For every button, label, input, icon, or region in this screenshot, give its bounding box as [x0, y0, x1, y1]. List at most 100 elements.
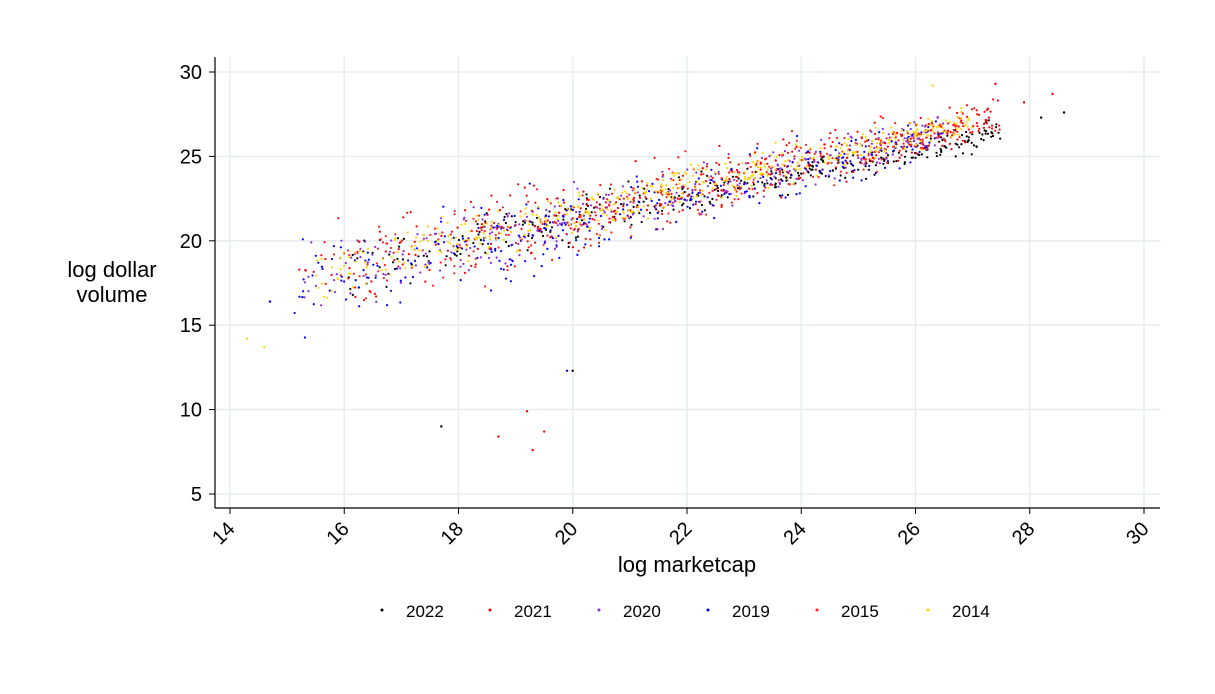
data-point [437, 242, 440, 245]
data-point [598, 236, 601, 240]
data-point [716, 194, 720, 197]
data-point [761, 152, 764, 155]
data-point [800, 172, 803, 175]
data-point [699, 189, 702, 192]
data-point [913, 121, 916, 124]
data-point [641, 187, 644, 190]
data-point [936, 116, 939, 119]
data-point [763, 158, 767, 161]
data-point [467, 269, 470, 272]
data-point [955, 127, 958, 130]
data-point [856, 154, 859, 157]
data-point [690, 198, 693, 201]
data-point [674, 199, 677, 202]
data-point [545, 221, 548, 224]
data-point [354, 260, 357, 263]
data-point [694, 200, 698, 203]
data-point [885, 152, 888, 155]
data-point [399, 281, 402, 284]
data-point [788, 169, 791, 172]
data-point [459, 265, 462, 268]
data-point [823, 143, 826, 146]
data-point [763, 182, 766, 185]
gridlines [215, 57, 1160, 508]
data-point [394, 233, 397, 236]
data-point [330, 257, 333, 261]
data-point [770, 178, 773, 181]
data-point [362, 269, 365, 272]
data-point [880, 156, 883, 159]
data-point [852, 154, 855, 157]
data-point [965, 104, 969, 107]
data-point [759, 176, 762, 180]
data-point [839, 174, 842, 177]
legend-item-2015: 2015 [815, 602, 879, 621]
data-point [411, 265, 414, 268]
data-point [744, 190, 747, 193]
data-point [799, 176, 802, 179]
data-point [549, 202, 552, 205]
data-point [673, 174, 676, 177]
data-point [691, 196, 695, 199]
data-point [836, 157, 840, 160]
data-point [555, 236, 558, 239]
data-point [795, 193, 798, 196]
data-point [650, 199, 653, 202]
data-point [952, 131, 955, 134]
data-point [674, 172, 677, 175]
data-point [864, 140, 867, 143]
data-point [543, 223, 546, 226]
data-point [939, 153, 942, 156]
data-point [940, 124, 944, 127]
data-point [413, 248, 416, 251]
data-point [385, 285, 388, 288]
data-point [868, 151, 871, 154]
data-point [967, 128, 970, 131]
data-point [956, 138, 959, 141]
data-point [479, 242, 482, 245]
data-point [834, 148, 837, 152]
data-point [566, 207, 569, 210]
data-point [781, 194, 784, 197]
data-point [372, 263, 375, 266]
data-point [507, 233, 510, 237]
data-point [925, 146, 928, 149]
data-point [842, 156, 845, 159]
data-point [738, 182, 741, 185]
data-point [482, 224, 485, 227]
data-point [731, 204, 734, 207]
data-point [824, 174, 827, 178]
data-point [826, 162, 829, 165]
data-point [814, 168, 818, 171]
data-point [882, 132, 885, 135]
data-point [603, 211, 607, 214]
data-point [311, 274, 314, 277]
data-point [845, 171, 848, 174]
data-point [736, 187, 740, 190]
data-point [337, 217, 340, 220]
data-point [797, 174, 801, 177]
data-point [710, 168, 713, 171]
data-point [698, 183, 701, 186]
data-point [952, 124, 955, 127]
data-point [550, 235, 553, 238]
data-point [701, 167, 704, 170]
data-point [328, 289, 331, 292]
data-point [510, 215, 513, 218]
data-point [688, 181, 691, 184]
data-point [956, 143, 959, 146]
data-point [897, 151, 901, 154]
data-point [965, 121, 968, 124]
data-point [593, 218, 596, 221]
data-point [505, 212, 508, 216]
data-point [585, 223, 588, 226]
data-point [245, 337, 249, 340]
data-point [490, 220, 493, 223]
data-point [524, 212, 527, 215]
data-point [961, 122, 964, 125]
data-point [474, 257, 477, 260]
data-point [357, 286, 361, 289]
data-point [536, 188, 539, 191]
data-point [820, 172, 824, 175]
data-point [344, 261, 347, 265]
